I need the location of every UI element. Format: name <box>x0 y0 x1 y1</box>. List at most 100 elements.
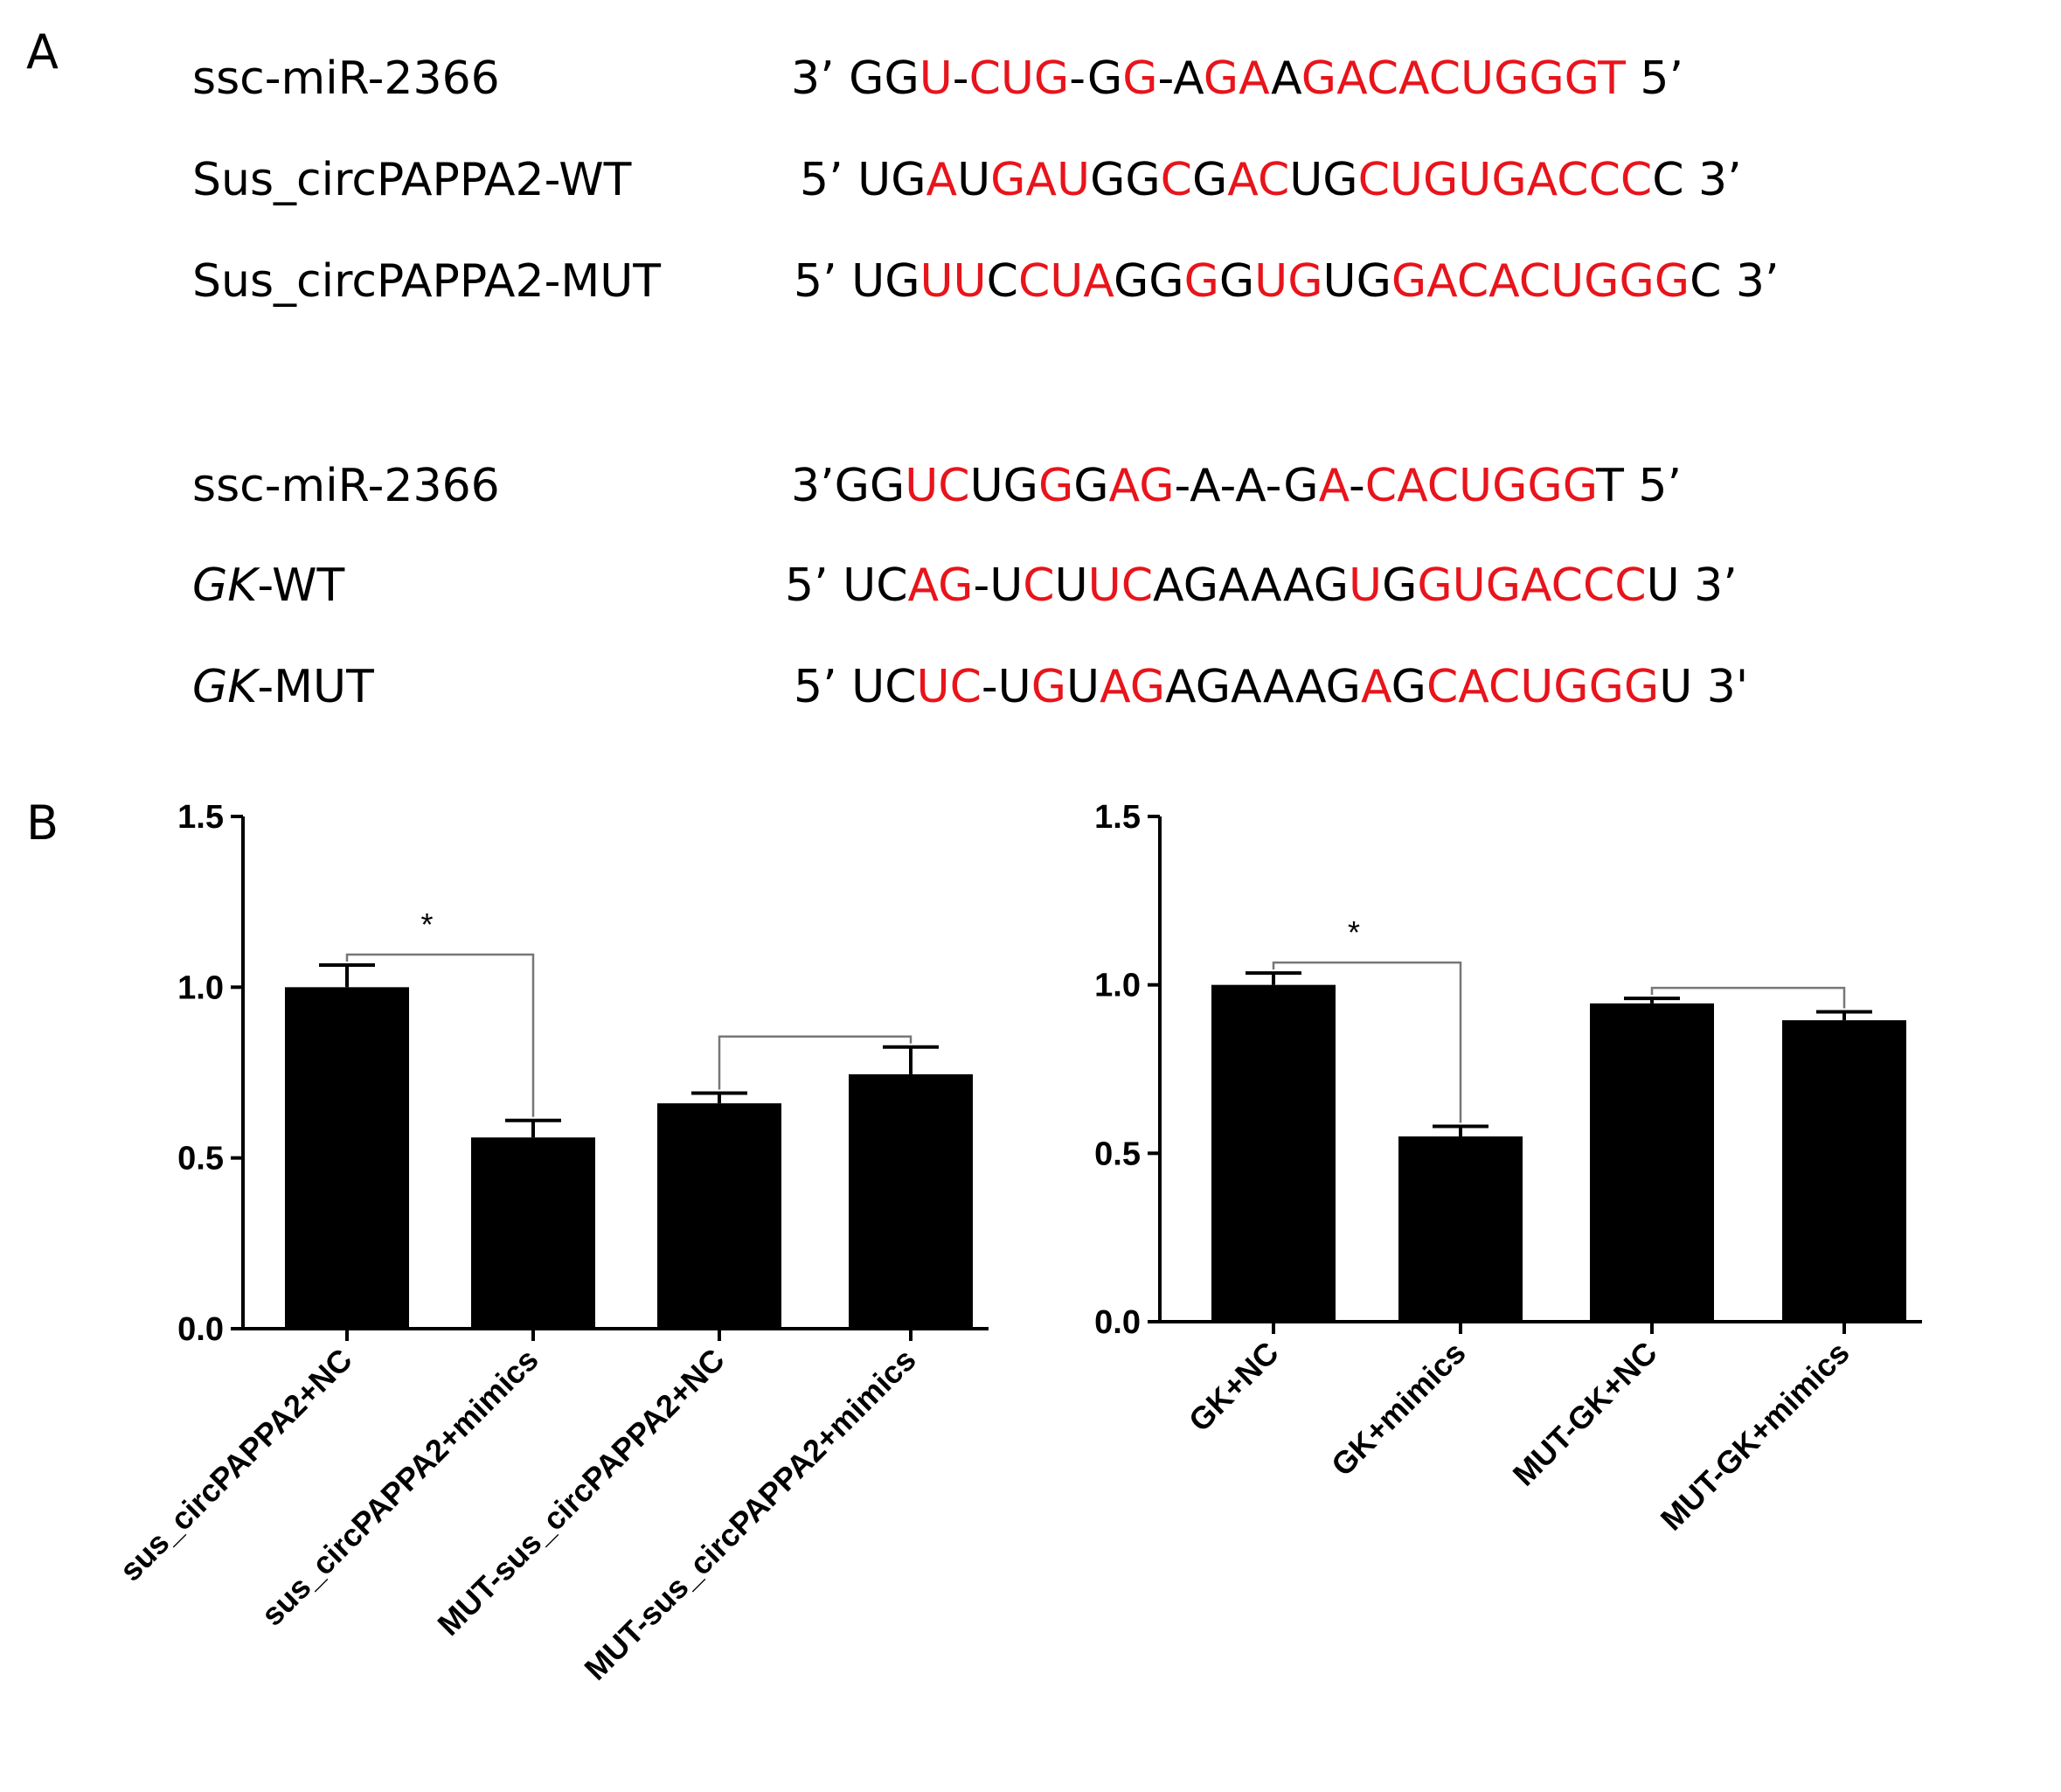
sequence-bases: U <box>1054 559 1088 612</box>
highlighted-bases: G <box>1183 255 1219 308</box>
sequence-bases: -A <box>1157 52 1204 105</box>
y-tick-label: 1.0 <box>177 969 224 1006</box>
sequence-bases: -A-A-G <box>1174 460 1319 512</box>
sequence-name-text: ssc-miR-2366 <box>192 460 500 512</box>
sequence-bases: C 3’ <box>1652 154 1742 206</box>
sequence-bases: GG <box>1113 255 1184 308</box>
sequence-bases: T 5’ <box>1596 460 1683 512</box>
sequence-name: Sus_circPAPPA2-WT <box>192 154 631 206</box>
sequence-bases: G <box>1382 559 1418 612</box>
sequence-bases: G <box>1073 460 1109 512</box>
highlighted-bases: AC <box>1227 154 1290 206</box>
y-tick-label: 0.5 <box>177 1141 224 1177</box>
sequence-bases: - <box>952 52 969 105</box>
sequence-bases: U <box>1066 661 1100 713</box>
highlighted-bases: GAU <box>990 154 1091 206</box>
y-tick-label: 0.0 <box>177 1311 224 1348</box>
sequence-string: 3’ GGU-CUG-GG-AGAAGACACUGGGT 5’ <box>791 52 1683 105</box>
sequence-bases: UG <box>1289 154 1358 206</box>
sequence-name: Sus_circPAPPA2-MUT <box>192 255 661 308</box>
bar <box>285 987 409 1329</box>
sequence-bases: 3’ GG <box>791 52 919 105</box>
sequence-bases: U <box>957 154 991 206</box>
sequence-name-text: -MUT <box>257 661 374 713</box>
highlighted-bases: GA <box>1203 52 1272 105</box>
highlighted-bases: U <box>919 52 953 105</box>
sequence-bases: 5’ UC <box>794 661 917 713</box>
sequence-name: GK-WT <box>192 559 344 612</box>
sequence-name-text: -WT <box>257 559 345 612</box>
highlighted-bases: AG <box>907 559 974 612</box>
highlighted-bases: GACACUGGG <box>1391 255 1690 308</box>
bar-chart-gk: 0.0 0.5 1.0 1.5 GK+NC GK+mimics MUT-GK+NCMUT-G… <box>1094 799 1922 1538</box>
sequence-bases: 5’ <box>1625 52 1684 105</box>
highlighted-bases: GUGACCC <box>1417 559 1647 612</box>
x-tick-label: GK+mimics <box>1324 1335 1473 1483</box>
bar <box>849 1073 973 1329</box>
y-tick-label: 1.5 <box>177 799 224 836</box>
sequence-bases: -U <box>981 661 1031 713</box>
highlighted-bases: C <box>1023 559 1055 612</box>
highlighted-bases: UG <box>1254 255 1323 308</box>
highlighted-bases: A <box>926 154 958 206</box>
sequence-name: ssc-miR-2366 <box>192 52 500 105</box>
y-tick-label: 0.0 <box>1094 1304 1141 1341</box>
significance-bracket <box>1650 986 1846 1009</box>
highlighted-bases: CUA <box>1017 255 1114 308</box>
highlighted-bases: A <box>1360 661 1391 713</box>
highlighted-bases: G <box>1037 460 1074 512</box>
y-tick-label: 1.5 <box>1094 799 1141 836</box>
sequence-bases: -G <box>1069 52 1123 105</box>
sequence-name: ssc-miR-2366 <box>192 460 500 512</box>
sequence-string: 5’ UCUC-UGUAGAGAAAGAGCACUGGGU 3' <box>794 661 1748 713</box>
sequence-bases: G <box>1218 255 1255 308</box>
highlighted-bases: CACUGGG <box>1364 460 1597 512</box>
sequence-bases: GG <box>1090 154 1161 206</box>
panel-label-b: B <box>26 795 59 851</box>
highlighted-bases: CACUGGG <box>1426 661 1660 713</box>
sequence-bases: C 3’ <box>1690 255 1780 308</box>
sequence-name-italic: GK <box>192 559 258 612</box>
sequence-bases: AGAAAG <box>1165 661 1361 713</box>
bar <box>1398 1136 1523 1322</box>
highlighted-bases: UC <box>916 661 982 713</box>
significance-label: * <box>1348 914 1360 950</box>
highlighted-bases: GACACUGGGT <box>1301 52 1626 105</box>
x-tick-label: MUT-GK+mimics <box>1654 1335 1856 1538</box>
sequence-bases: - <box>1349 460 1365 512</box>
sequence-bases: UG <box>1322 255 1391 308</box>
sequence-bases: U 3’ <box>1646 559 1738 612</box>
sequence-name-text: ssc-miR-2366 <box>192 52 500 105</box>
sequence-name-text: Sus_circPAPPA2-WT <box>192 154 632 206</box>
highlighted-bases: A <box>1318 460 1349 512</box>
sequence-bases: UG <box>969 460 1038 512</box>
highlighted-bases: G <box>1122 52 1158 105</box>
sequence-bases: G <box>1391 661 1426 713</box>
highlighted-bases: AG <box>1100 661 1166 713</box>
sequence-bases: U 3' <box>1659 661 1749 713</box>
highlighted-bases: UU <box>919 255 987 308</box>
sequence-bases: 5’ UG <box>794 255 920 308</box>
highlighted-bases: G <box>1030 661 1067 713</box>
significance-bracket <box>718 1035 913 1090</box>
sequence-bases: -U <box>973 559 1024 612</box>
sequence-bases: A <box>1271 52 1301 105</box>
highlighted-bases: C <box>1160 154 1192 206</box>
bar-chart-circpappa2: 0.00.51.01.5sus_circPAPPA2+NCsus_circPAP… <box>113 799 989 1687</box>
sequence-bases: AGAAAG <box>1153 559 1349 612</box>
highlighted-bases: CUGUGACCC <box>1357 154 1653 206</box>
highlighted-bases: U <box>1349 559 1383 612</box>
highlighted-bases: AG <box>1108 460 1175 512</box>
bar <box>1782 1020 1906 1322</box>
y-tick-label: 1.0 <box>1094 968 1141 1004</box>
sequence-name-italic: GK <box>192 661 258 713</box>
bar <box>471 1137 595 1329</box>
highlighted-bases: UC <box>905 460 970 512</box>
significance-bracket <box>1272 961 1462 1123</box>
significance-label: * <box>420 906 433 942</box>
sequence-string: 5’ UGAUGAUGGCGACUGCUGUGACCCC 3’ <box>800 154 1742 206</box>
sequence-bases: G <box>1191 154 1228 206</box>
significance-bracket <box>345 953 535 1117</box>
highlighted-bases: UC <box>1087 559 1154 612</box>
y-tick-label: 0.5 <box>1094 1136 1141 1172</box>
